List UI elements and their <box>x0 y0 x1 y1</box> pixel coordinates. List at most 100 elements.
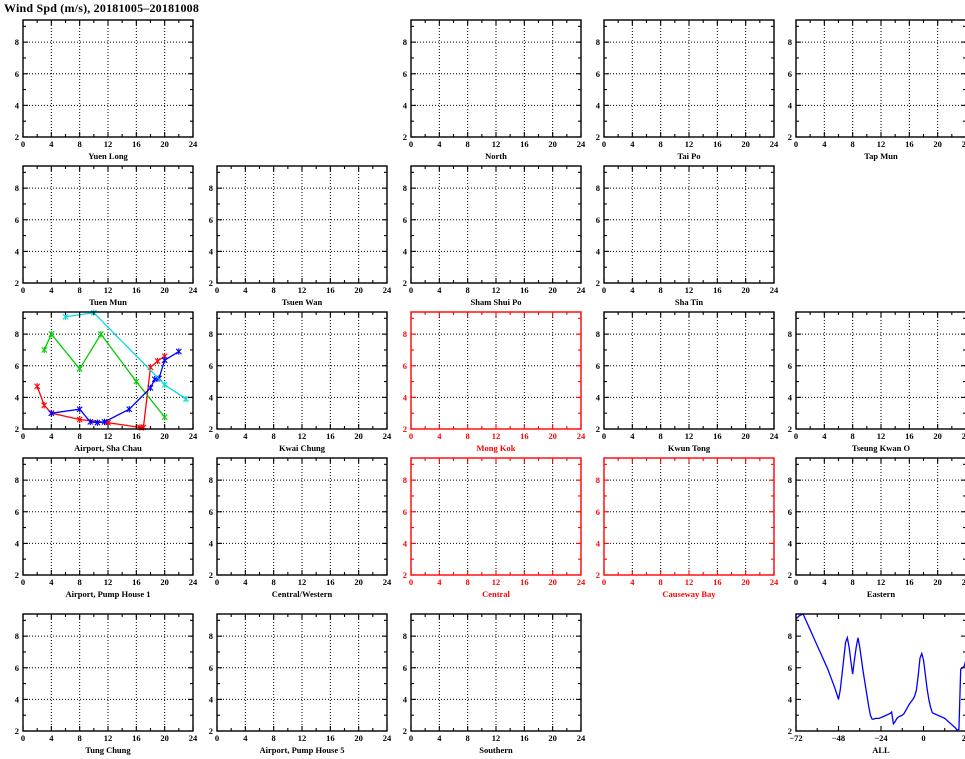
svg-text:6: 6 <box>403 361 407 371</box>
svg-text:8: 8 <box>851 431 855 441</box>
svg-text:20: 20 <box>354 577 363 587</box>
svg-text:16: 16 <box>905 139 914 149</box>
svg-text:16: 16 <box>132 431 141 441</box>
axis-ticks <box>22 20 194 138</box>
panel-label-eastern: Eastern <box>866 589 896 599</box>
panel-north: 0 4 8 12 16 20 24 2 4 6 8 North <box>403 19 586 165</box>
gridlines <box>23 166 193 283</box>
svg-text:6: 6 <box>209 663 213 673</box>
svg-text:6: 6 <box>596 215 600 225</box>
svg-text:2: 2 <box>403 132 407 142</box>
data-marker <box>48 409 55 417</box>
svg-text:24: 24 <box>189 431 198 441</box>
svg-text:0: 0 <box>21 139 25 149</box>
tick-labels: −72−48−240242468 <box>788 631 965 743</box>
svg-text:12: 12 <box>685 431 694 441</box>
svg-text:16: 16 <box>905 431 914 441</box>
svg-text:6: 6 <box>209 215 213 225</box>
panel-tuen-mun: 0 4 8 12 16 20 24 2 4 6 8 Tuen Mun <box>15 165 198 311</box>
svg-text:8: 8 <box>851 139 855 149</box>
panel-tung-chung: 0 4 8 12 16 20 24 2 4 6 8 Tung Chung <box>15 613 198 759</box>
svg-text:20: 20 <box>354 285 363 295</box>
panel-label-tsuen-wan: Tsuen Wan <box>281 297 323 307</box>
svg-text:16: 16 <box>132 139 141 149</box>
data-marker <box>161 381 168 388</box>
panel-causeway-bay: 0 4 8 12 16 20 24 2 4 6 8 Causeway Bay <box>596 457 779 603</box>
svg-text:2: 2 <box>15 424 19 434</box>
panel-label-kwai-chung: Kwai Chung <box>278 443 326 453</box>
plot-frame <box>795 613 965 732</box>
axis-ticks <box>795 20 965 138</box>
series-red <box>36 355 166 429</box>
svg-text:16: 16 <box>520 139 529 149</box>
svg-text:20: 20 <box>548 139 557 149</box>
gridlines <box>23 614 193 731</box>
svg-text:20: 20 <box>354 431 363 441</box>
svg-text:8: 8 <box>788 475 792 485</box>
svg-text:16: 16 <box>713 139 722 149</box>
panel-southern: 0 4 8 12 16 20 24 2 4 6 8 Southern <box>403 613 586 759</box>
svg-text:0: 0 <box>409 733 413 743</box>
svg-text:4: 4 <box>209 538 214 548</box>
gridlines <box>604 166 774 283</box>
gridlines <box>411 166 581 283</box>
svg-text:24: 24 <box>577 285 586 295</box>
svg-text:6: 6 <box>596 507 600 517</box>
svg-text:4: 4 <box>596 538 601 548</box>
data-marker <box>76 406 83 413</box>
svg-text:12: 12 <box>104 431 113 441</box>
svg-text:2: 2 <box>788 132 792 142</box>
svg-text:6: 6 <box>788 361 792 371</box>
gridlines <box>411 614 581 731</box>
svg-text:4: 4 <box>630 285 635 295</box>
svg-text:12: 12 <box>104 285 113 295</box>
svg-text:8: 8 <box>659 577 663 587</box>
svg-text:6: 6 <box>403 663 407 673</box>
gridlines <box>23 20 193 137</box>
svg-text:20: 20 <box>933 139 942 149</box>
svg-text:16: 16 <box>132 285 141 295</box>
panel-label-tseung-kwan-o: Tseung Kwan O <box>851 443 911 453</box>
panel-kwun-tong: 0 4 8 12 16 20 24 2 4 6 8 Kwun Tong <box>596 311 779 457</box>
panel-label-yuen-long: Yuen Long <box>88 151 128 161</box>
svg-text:20: 20 <box>548 577 557 587</box>
svg-text:12: 12 <box>685 285 694 295</box>
svg-text:8: 8 <box>78 431 82 441</box>
panel-kwai-chung: 0 4 8 12 16 20 24 2 4 6 8 Kwai Chung <box>209 311 392 457</box>
data-marker <box>87 418 94 426</box>
svg-text:4: 4 <box>630 577 635 587</box>
svg-text:6: 6 <box>15 215 19 225</box>
gridlines <box>411 20 581 137</box>
axis-ticks <box>22 614 194 732</box>
svg-text:2: 2 <box>209 726 213 736</box>
panel-mong-kok: 0 4 8 12 16 20 24 2 4 6 8 Mong Kok <box>403 311 586 457</box>
panel-label-tuen-mun: Tuen Mun <box>89 297 127 307</box>
svg-text:6: 6 <box>788 663 792 673</box>
svg-text:8: 8 <box>272 733 276 743</box>
panel-all: −72−48−240242468ALL <box>788 613 965 759</box>
svg-text:2: 2 <box>403 726 407 736</box>
svg-text:0: 0 <box>215 733 219 743</box>
svg-text:0: 0 <box>409 139 413 149</box>
axis-ticks <box>410 458 582 576</box>
svg-text:0: 0 <box>409 431 413 441</box>
svg-text:2: 2 <box>788 424 792 434</box>
svg-text:12: 12 <box>104 577 113 587</box>
svg-text:2: 2 <box>596 132 600 142</box>
svg-text:20: 20 <box>354 733 363 743</box>
svg-text:8: 8 <box>272 431 276 441</box>
svg-text:8: 8 <box>659 431 663 441</box>
axis-ticks <box>22 312 194 430</box>
svg-text:24: 24 <box>189 139 198 149</box>
svg-text:0: 0 <box>602 431 606 441</box>
panel-label-tai-po: Tai Po <box>677 151 701 161</box>
panel-airport-sha-chau: 0 4 8 12 16 20 24 2 4 6 8 Airport, Sha Chau <box>15 309 198 457</box>
svg-text:8: 8 <box>272 577 276 587</box>
svg-text:12: 12 <box>298 285 307 295</box>
svg-text:−72: −72 <box>789 733 802 743</box>
